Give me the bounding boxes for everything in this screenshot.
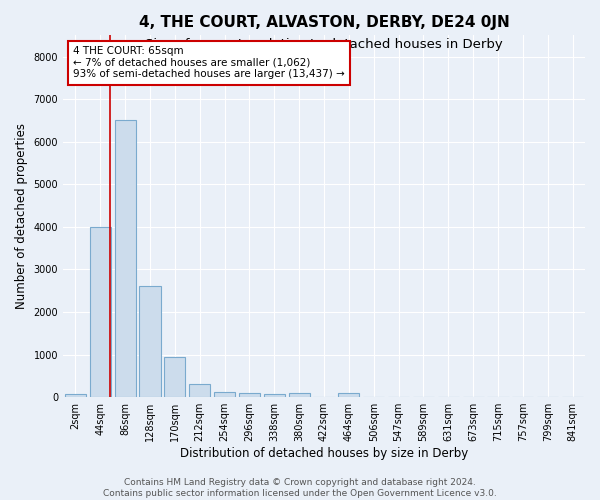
Bar [189, 384, 211, 397]
Text: 4 THE COURT: 65sqm
← 7% of detached houses are smaller (1,062)
93% of semi-detac: 4 THE COURT: 65sqm ← 7% of detached hous… [73, 46, 345, 80]
X-axis label: Distribution of detached houses by size in Derby: Distribution of detached houses by size … [180, 447, 468, 460]
Text: Contains HM Land Registry data © Crown copyright and database right 2024.
Contai: Contains HM Land Registry data © Crown c… [103, 478, 497, 498]
Bar [289, 393, 310, 397]
Bar [115, 120, 136, 397]
Bar [90, 227, 111, 397]
Bar [338, 394, 359, 397]
Bar [139, 286, 161, 397]
Bar [239, 393, 260, 397]
Bar [264, 394, 285, 397]
Bar [65, 394, 86, 397]
Y-axis label: Number of detached properties: Number of detached properties [15, 123, 28, 309]
Bar [214, 392, 235, 397]
Bar [164, 356, 185, 397]
Text: Size of property relative to detached houses in Derby: Size of property relative to detached ho… [145, 38, 503, 51]
Title: 4, THE COURT, ALVASTON, DERBY, DE24 0JN: 4, THE COURT, ALVASTON, DERBY, DE24 0JN [139, 15, 509, 30]
